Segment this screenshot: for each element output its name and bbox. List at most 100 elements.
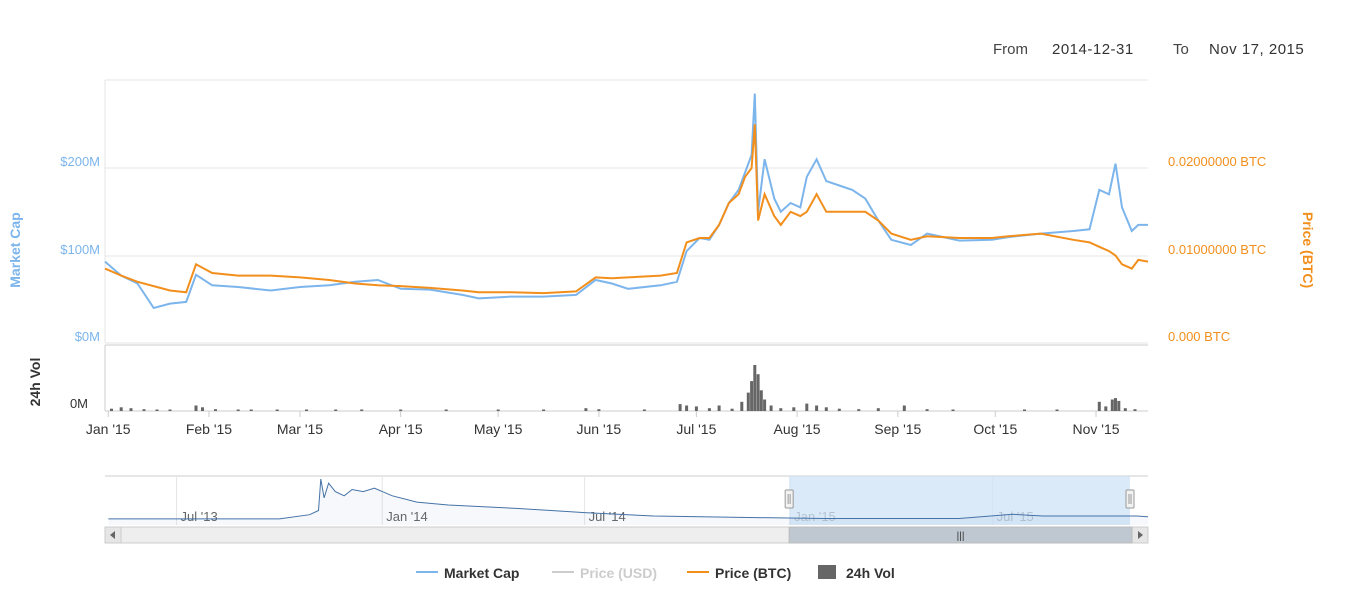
volume-bar: [597, 409, 601, 411]
scrollbar-grip-icon: |||: [957, 531, 965, 542]
volume-bar: [1114, 398, 1117, 411]
volume-plot-area: [104, 344, 1148, 412]
volume-bar: [678, 404, 682, 411]
volume-bar: [305, 409, 308, 411]
volume-bar: [759, 390, 763, 411]
x-tick-label: May '15: [474, 421, 523, 437]
legend-label: 24h Vol: [846, 565, 895, 581]
legend-item[interactable]: 24h Vol: [818, 565, 895, 581]
series-line-price-btc: [104, 124, 1149, 295]
x-tick-label: Apr '15: [379, 421, 423, 437]
volume-bar: [236, 409, 240, 411]
y-tick-right: 0.01000000 BTC: [1168, 242, 1266, 257]
navigator-label: Jul '14: [589, 509, 626, 524]
volume-bar: [902, 405, 906, 411]
legend-item[interactable]: Market Cap: [416, 565, 519, 581]
volume-bar: [730, 408, 734, 411]
volume-bar: [1133, 409, 1137, 411]
y-axis-title-price-btc: Price (BTC): [1300, 212, 1316, 288]
volume-bar: [249, 409, 253, 411]
volume-bar: [110, 408, 113, 411]
volume-bar: [925, 409, 929, 411]
legend-swatch: [818, 565, 836, 579]
volume-bar: [837, 408, 841, 411]
y-tick-left: $100M: [60, 242, 100, 257]
x-axis: Jan '15 Feb '15 Mar '15 Apr '15 May '15 Jun '…: [86, 411, 1120, 437]
legend-label: Price (BTC): [715, 565, 791, 581]
volume-bar: [1097, 401, 1101, 411]
range-from-label: From: [993, 41, 1028, 58]
volume-bar: [1117, 400, 1121, 411]
volume-bar: [740, 401, 744, 411]
volume-bar: [815, 405, 819, 411]
volume-bar: [753, 365, 757, 411]
volume-bar: [1123, 408, 1127, 411]
x-tick-label: Aug '15: [774, 421, 821, 437]
volume-bar: [168, 409, 172, 411]
series-line-market-cap: [104, 93, 1148, 310]
navigator-handle-left[interactable]: [784, 489, 794, 509]
volume-bar: [444, 409, 448, 411]
volume-bar: [717, 405, 721, 411]
volume-bar: [1110, 399, 1114, 411]
x-tick-label: Nov '15: [1072, 421, 1119, 437]
scrollbar-thumb[interactable]: [788, 526, 1133, 544]
navigator-label: Jan '14: [386, 509, 428, 524]
navigator-selection[interactable]: [789, 476, 1130, 525]
volume-bar: [334, 409, 338, 411]
legend-label: Market Cap: [444, 565, 519, 581]
volume-bar: [496, 409, 500, 411]
volume-bar: [275, 409, 279, 411]
volume-bar: [824, 407, 828, 411]
y-axis-title-volume: 24h Vol: [27, 358, 43, 407]
volume-bar: [857, 409, 861, 411]
volume-bar: [685, 405, 689, 411]
navigator-label: Jul '13: [181, 509, 218, 524]
volume-bar: [584, 408, 588, 411]
x-tick-label: Jul '15: [676, 421, 716, 437]
volume-bar: [750, 381, 754, 411]
volume-bar: [155, 409, 159, 411]
x-tick-label: Jun '15: [577, 421, 622, 437]
y-tick-left: $0M: [75, 329, 100, 344]
volume-bar: [542, 409, 546, 411]
y-tick-right: 0.000 BTC: [1168, 329, 1230, 344]
legend-item[interactable]: Price (USD): [552, 565, 657, 581]
volume-bar: [142, 409, 146, 411]
volume-bar: [779, 408, 783, 411]
volume-bar: [756, 374, 760, 411]
x-tick-label: Feb '15: [186, 421, 232, 437]
volume-bar: [876, 408, 880, 411]
arrow-right-icon: [1138, 531, 1143, 539]
volume-bar: [707, 408, 711, 411]
x-tick-label: Mar '15: [277, 421, 323, 437]
range-to-input[interactable]: Nov 17, 2015: [1209, 41, 1304, 58]
main-plot-area: [104, 79, 1149, 344]
volume-bar: [201, 407, 204, 411]
volume-bar: [951, 409, 955, 411]
volume-bar: [763, 399, 767, 411]
navigator-handle-right-grip[interactable]: [1125, 489, 1135, 509]
volume-bar: [1104, 406, 1108, 411]
volume-bar: [792, 407, 796, 411]
volume-bar: [360, 409, 364, 411]
volume-bar: [1055, 409, 1059, 411]
navigator-line: [108, 478, 1149, 520]
volume-bar: [129, 408, 133, 411]
legend-label: Price (USD): [580, 565, 657, 581]
range-from-input[interactable]: 2014-12-31: [1052, 41, 1134, 58]
volume-bar: [399, 409, 403, 411]
range-to-label: To: [1173, 41, 1189, 58]
y-tick-left: $200M: [60, 154, 100, 169]
volume-bar: [194, 405, 198, 411]
navigator-handle-right[interactable]: [1125, 489, 1135, 509]
x-tick-label: Jan '15: [86, 421, 131, 437]
volume-bar: [119, 407, 123, 411]
navigator-handle-left-grip[interactable]: [784, 489, 794, 509]
volume-bar: [214, 409, 217, 411]
volume-bar: [694, 406, 698, 411]
y-tick-right: 0.02000000 BTC: [1168, 154, 1266, 169]
legend-item[interactable]: Price (BTC): [687, 565, 791, 581]
